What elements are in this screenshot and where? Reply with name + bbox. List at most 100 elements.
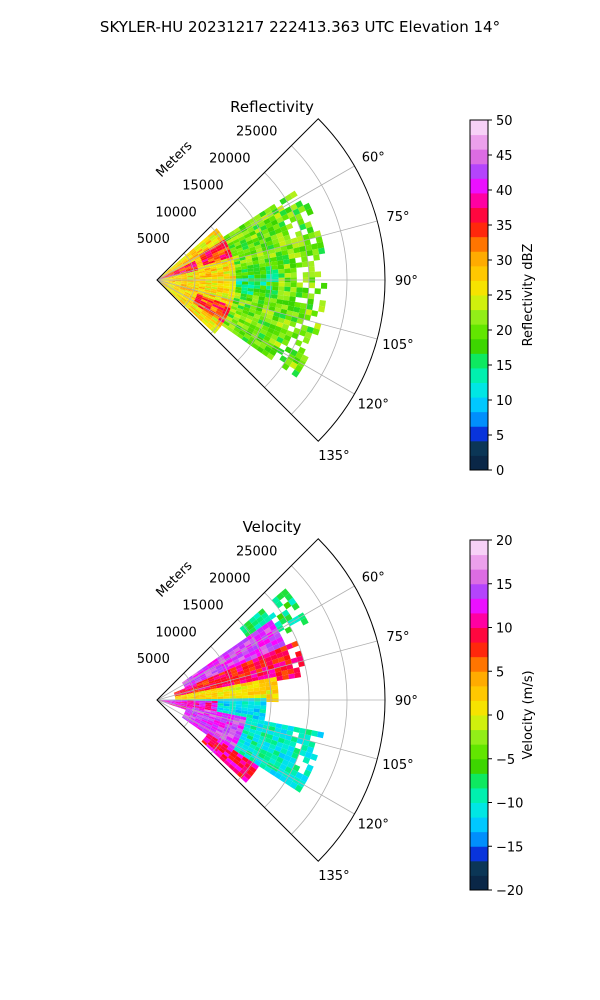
radar-cell [259,712,266,718]
radar-cell [239,735,247,742]
radar-cell [254,227,262,234]
colorbar-segment [470,149,488,165]
radar-cell [204,709,211,713]
radar-cell [216,264,223,269]
radar-cell [291,640,299,648]
radar-cell [199,241,206,248]
radar-cell [290,657,298,664]
radar-cell [210,268,218,272]
radar-cell [241,707,248,712]
radar-cell [237,771,245,779]
radar-cell [252,749,260,757]
radar-cell [247,688,254,693]
radar-cell [199,673,206,678]
radar-cell [181,275,188,278]
radar-cell [242,729,249,735]
radar-cell [174,285,181,288]
radar-cell [259,224,268,232]
radar-cell [290,237,298,244]
radar-cell [178,266,185,270]
radar-cell [207,232,214,238]
angular-grid-spoke [156,640,378,701]
radar-cell [205,697,212,700]
radar-cell [209,262,216,266]
radar-cell [202,236,209,242]
radar-cell [228,730,236,736]
radar-cell [201,258,209,263]
radar-cell [226,735,233,742]
colorbar-label: Velocity (m/s) [521,670,536,759]
radar-cell [195,247,202,253]
radar-cell [281,339,290,347]
radar-cell [280,225,288,233]
radar-cell [263,652,271,659]
radar-cell [236,752,244,760]
radar-cell [179,287,187,290]
radar-cell [234,263,242,268]
radar-cell [305,764,314,772]
radar-cell [204,250,212,256]
radar-cell [196,293,203,298]
radar-cell [219,673,226,679]
polar-frame [156,538,386,862]
radar-cell [162,277,170,280]
radar-cell [223,283,230,287]
radar-cell [184,712,191,717]
radar-cell [209,714,216,718]
radial-tick-label: 5000 [137,652,170,667]
radar-cell [246,769,255,777]
radar-cell [168,281,176,284]
radar-cell [181,277,188,279]
radar-cell [217,283,224,286]
radar-cell [286,663,294,670]
radar-cell [251,619,259,627]
radar-cell [236,247,244,253]
radar-cell [197,684,204,688]
radar-cell [284,268,291,274]
radar-cell [279,733,287,740]
radar-cell [181,697,188,699]
radar-cell [235,281,243,285]
radar-cell [265,222,273,229]
radar-cell [217,269,224,273]
radar-cell [232,255,240,260]
colorbar-segment [470,192,488,208]
radar-cell [162,700,170,703]
radar-cell [199,703,206,706]
radar-cell [161,272,167,277]
radar-cell [290,272,297,278]
radar-cell [205,284,212,287]
radar-cell [285,330,294,338]
radar-cell [229,666,237,672]
radar-cell [184,684,191,689]
radar-cell [270,333,279,341]
radar-cell [245,738,253,744]
radar-cell [174,694,181,697]
radar-cell [254,281,261,286]
radar-cell [254,694,261,699]
radar-cell [176,293,183,298]
radar-cell [203,712,210,716]
radar-cell [205,695,212,698]
radar-cell [300,744,309,752]
radar-cell [261,623,270,631]
angle-tick-label: 120° [358,818,389,833]
radar-cell [231,318,239,325]
radar-cell [220,678,228,683]
radar-cell [284,626,293,634]
radar-cell [215,310,223,316]
radar-cell [172,288,179,292]
radar-cell [265,642,273,649]
radar-cell [208,234,216,240]
radar-cell [247,291,254,296]
radar-cell [271,685,279,690]
radar-cell [259,270,267,275]
colorbar-tick-label: −10 [496,797,523,812]
radar-cell [295,262,303,268]
radar-cell [182,295,189,300]
radar-cell [271,658,280,665]
radar-cell [234,661,241,667]
radar-cell [170,264,176,269]
radar-cell [218,251,226,257]
radar-cell [207,243,215,249]
